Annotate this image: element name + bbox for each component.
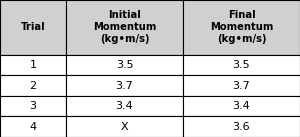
Text: 4: 4 <box>29 122 37 132</box>
Text: 3.5: 3.5 <box>116 60 133 70</box>
Bar <box>0 96 66 116</box>
Text: Initial
Momentum
(kg•m/s): Initial Momentum (kg•m/s) <box>93 10 156 44</box>
Bar <box>183 0 300 55</box>
Bar <box>0 55 66 75</box>
Text: 2: 2 <box>29 81 37 91</box>
Bar <box>66 116 183 137</box>
Bar <box>66 75 183 96</box>
Bar <box>183 96 300 116</box>
Bar <box>0 0 66 55</box>
Bar <box>66 0 183 55</box>
Text: 3.5: 3.5 <box>233 60 250 70</box>
Bar <box>183 55 300 75</box>
Text: X: X <box>121 122 128 132</box>
Text: 3.4: 3.4 <box>116 101 134 111</box>
Bar <box>183 75 300 96</box>
Bar <box>66 96 183 116</box>
Text: 3.4: 3.4 <box>232 101 250 111</box>
Bar <box>66 55 183 75</box>
Bar <box>0 75 66 96</box>
Bar <box>0 116 66 137</box>
Text: 3.6: 3.6 <box>233 122 250 132</box>
Text: 3.7: 3.7 <box>232 81 250 91</box>
Text: 3.7: 3.7 <box>116 81 134 91</box>
Text: 3: 3 <box>29 101 37 111</box>
Text: Final
Momentum
(kg•m/s): Final Momentum (kg•m/s) <box>210 10 273 44</box>
Bar <box>183 116 300 137</box>
Text: 1: 1 <box>29 60 37 70</box>
Text: Trial: Trial <box>21 22 45 32</box>
